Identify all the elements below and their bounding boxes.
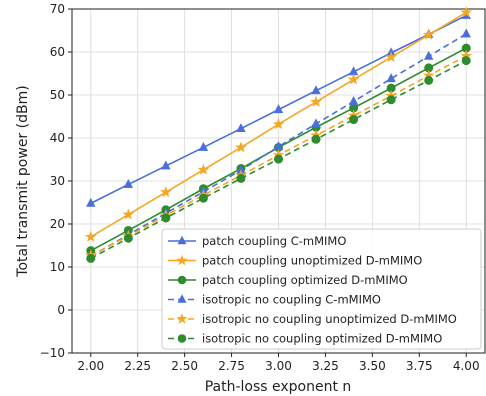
y-tick-label: 50	[50, 88, 65, 102]
data-point	[424, 75, 434, 85]
legend-box	[161, 228, 482, 350]
legend-item: isotropic no coupling optimized D-mMIMO	[168, 332, 442, 346]
legend-item: patch coupling unoptimized D-mMIMO	[168, 254, 422, 268]
data-point	[161, 160, 171, 170]
data-point	[348, 95, 359, 105]
legend-label: patch coupling C-mMIMO	[202, 234, 346, 248]
y-tick-label: 30	[50, 174, 65, 188]
data-point	[423, 50, 434, 60]
data-point	[273, 104, 284, 114]
series-line	[90, 33, 467, 257]
legend-swatch-marker	[176, 313, 188, 324]
x-tick-label: 2.25	[124, 359, 151, 373]
data-point	[198, 141, 209, 151]
y-tick-label: −10	[40, 346, 65, 360]
data-point	[310, 95, 322, 107]
x-tick-label: 3.25	[312, 359, 339, 373]
legend-label: isotropic no coupling optimized D-mMIMO	[202, 332, 442, 346]
data-point	[197, 163, 210, 175]
legend-swatch-marker	[177, 235, 187, 245]
x-tick-label: 3.00	[265, 359, 292, 373]
series-4	[86, 28, 471, 260]
x-tick-label: 3.50	[359, 359, 386, 373]
data-point	[461, 28, 471, 38]
y-tick-label: 20	[50, 217, 65, 231]
legend-swatch-marker	[177, 294, 187, 303]
y-tick-label: 60	[50, 45, 65, 59]
data-point	[160, 186, 172, 198]
legend-item: isotropic no coupling C-mMIMO	[168, 293, 381, 307]
y-axis-label: Total transmit power (dBm)	[15, 85, 31, 277]
data-point	[422, 28, 435, 40]
legend-swatch-marker	[176, 254, 188, 266]
x-tick-label: 2.50	[171, 359, 198, 373]
data-point	[236, 123, 246, 132]
legend-label: isotropic no coupling unoptimized D-mMIM…	[202, 312, 457, 326]
data-point	[86, 253, 96, 263]
data-point	[123, 178, 134, 188]
series-group	[84, 6, 473, 263]
series-6	[86, 56, 471, 263]
legend-swatch-marker	[177, 334, 187, 343]
y-tick-label: 10	[50, 260, 65, 274]
x-axis-label: Path-loss exponent n	[205, 379, 352, 395]
legend: patch coupling C-mMIMO patch coupling uno…	[161, 228, 482, 350]
data-point	[161, 213, 171, 223]
data-point	[311, 134, 321, 144]
x-tick-label: 2.00	[77, 359, 104, 373]
data-point	[236, 173, 246, 183]
y-tick-label: 40	[50, 131, 65, 145]
data-point	[272, 118, 285, 130]
data-point	[198, 193, 208, 203]
data-point	[235, 141, 247, 153]
data-point	[122, 208, 135, 220]
data-point	[123, 233, 133, 243]
x-axis: 2.00 2.25 2.50 2.75 3.00 3.25 3.50 3.75 4.00	[77, 353, 480, 373]
data-point	[386, 95, 396, 105]
legend-item: patch coupling C-mMIMO	[168, 234, 346, 248]
legend-item: patch coupling optimized D-mMIMO	[168, 273, 408, 287]
legend-label: patch coupling optimized D-mMIMO	[202, 273, 408, 287]
series-2	[84, 6, 473, 242]
data-point	[311, 118, 321, 128]
x-tick-label: 3.75	[406, 359, 433, 373]
data-point	[385, 50, 397, 63]
data-point	[273, 154, 283, 164]
y-axis: −10 0 10 20 30 40 50 60 70	[40, 2, 72, 360]
legend-label: patch coupling unoptimized D-mMIMO	[202, 254, 422, 268]
data-point	[460, 6, 473, 18]
data-point	[84, 230, 97, 242]
data-point	[349, 115, 359, 125]
y-tick-label: 0	[57, 303, 65, 317]
x-tick-label: 4.00	[453, 359, 480, 373]
legend-swatch-marker	[177, 275, 187, 285]
y-tick-label: 70	[50, 2, 65, 16]
data-point	[311, 85, 321, 95]
legend-item: isotropic no coupling unoptimized D-mMIM…	[168, 312, 457, 326]
data-point	[461, 56, 471, 66]
data-point	[386, 73, 396, 83]
x-tick-label: 2.75	[218, 359, 245, 373]
data-point	[86, 197, 96, 207]
legend-label: isotropic no coupling C-mMIMO	[202, 293, 381, 307]
data-point	[347, 73, 360, 85]
